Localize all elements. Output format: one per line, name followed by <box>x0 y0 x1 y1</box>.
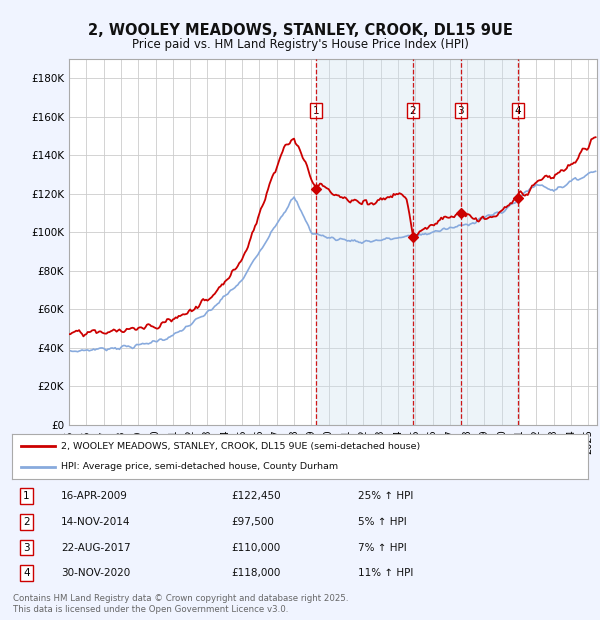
Bar <box>316 59 413 425</box>
Text: £118,000: £118,000 <box>231 568 280 578</box>
Text: Price paid vs. HM Land Registry's House Price Index (HPI): Price paid vs. HM Land Registry's House … <box>131 38 469 51</box>
Text: £110,000: £110,000 <box>231 542 280 552</box>
Text: HPI: Average price, semi-detached house, County Durham: HPI: Average price, semi-detached house,… <box>61 462 338 471</box>
Text: 5% ↑ HPI: 5% ↑ HPI <box>358 517 406 527</box>
Text: 25% ↑ HPI: 25% ↑ HPI <box>358 492 413 502</box>
Bar <box>413 59 461 425</box>
Text: 3: 3 <box>23 542 30 552</box>
Text: 11% ↑ HPI: 11% ↑ HPI <box>358 568 413 578</box>
Point <box>456 208 466 218</box>
Text: 16-APR-2009: 16-APR-2009 <box>61 492 128 502</box>
Point <box>311 184 321 194</box>
Text: 2, WOOLEY MEADOWS, STANLEY, CROOK, DL15 9UE (semi-detached house): 2, WOOLEY MEADOWS, STANLEY, CROOK, DL15 … <box>61 441 420 451</box>
Text: 2, WOOLEY MEADOWS, STANLEY, CROOK, DL15 9UE: 2, WOOLEY MEADOWS, STANLEY, CROOK, DL15 … <box>88 23 512 38</box>
Text: £122,450: £122,450 <box>231 492 281 502</box>
Text: 1: 1 <box>23 492 30 502</box>
Text: 4: 4 <box>23 568 30 578</box>
Text: 7% ↑ HPI: 7% ↑ HPI <box>358 542 406 552</box>
Bar <box>461 59 518 425</box>
Text: 4: 4 <box>514 106 521 116</box>
Text: 14-NOV-2014: 14-NOV-2014 <box>61 517 130 527</box>
Text: 22-AUG-2017: 22-AUG-2017 <box>61 542 131 552</box>
Text: 30-NOV-2020: 30-NOV-2020 <box>61 568 130 578</box>
Text: £97,500: £97,500 <box>231 517 274 527</box>
Text: 1: 1 <box>313 106 320 116</box>
Text: 3: 3 <box>458 106 464 116</box>
Point <box>408 232 418 242</box>
Text: 2: 2 <box>23 517 30 527</box>
Text: 2: 2 <box>410 106 416 116</box>
Text: Contains HM Land Registry data © Crown copyright and database right 2025.
This d: Contains HM Land Registry data © Crown c… <box>13 595 349 614</box>
Point <box>513 193 523 203</box>
